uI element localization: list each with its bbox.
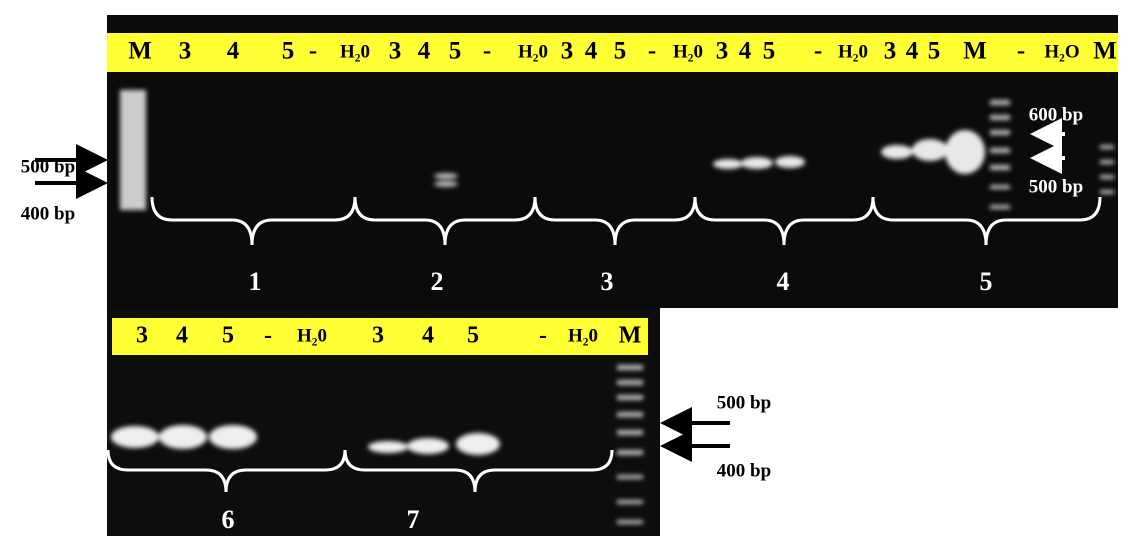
lane-label: 4 <box>422 323 434 349</box>
lane-label: - <box>1017 38 1025 65</box>
group-label: 1 <box>249 267 262 296</box>
lane-label: 5 <box>928 38 941 65</box>
lane-label: - <box>309 38 317 65</box>
lane-label: - <box>539 323 547 349</box>
lane-label: 4 <box>739 38 752 65</box>
lane-label: - <box>483 38 491 65</box>
lane-label: 3 <box>716 38 729 65</box>
lane-label: H₂0 <box>297 325 327 346</box>
lane-label: 5 <box>449 38 462 65</box>
group-label: 6 <box>222 505 235 534</box>
lane-label: 4 <box>176 323 188 349</box>
lane-label: H₂0 <box>838 41 868 62</box>
lane-label: 4 <box>227 38 240 65</box>
lane-label: 5 <box>222 323 234 349</box>
gel-figure: 500 bp 400 bp 600 bp 500 bp 500 bp 400 b… <box>0 0 1128 536</box>
group-label: 7 <box>407 505 420 534</box>
lane-label: - <box>814 38 822 65</box>
marker-label: 600 bp <box>1029 104 1083 125</box>
group-label: 3 <box>601 267 614 296</box>
group-label: 2 <box>431 267 444 296</box>
lane-label: H₂O <box>1044 41 1079 62</box>
lane-label: M <box>963 38 987 65</box>
lane-label: H₂0 <box>568 325 598 346</box>
lane-label: - <box>648 38 656 65</box>
lane-label: 3 <box>561 38 574 65</box>
figure: 500 bp 400 bp 600 bp 500 bp 500 bp 400 b… <box>0 0 1128 536</box>
lane-label: 3 <box>389 38 402 65</box>
lane-label: 5 <box>282 38 295 65</box>
lane-label: 5 <box>763 38 776 65</box>
lane-label: 5 <box>467 323 479 349</box>
lane-label: - <box>264 323 272 349</box>
lane-label: 3 <box>136 323 148 349</box>
lane-label: 3 <box>179 38 192 65</box>
lane-label: 5 <box>614 38 627 65</box>
marker-label: 500 bp <box>717 392 771 413</box>
group-label: 4 <box>777 267 790 296</box>
lane-label: 3 <box>372 323 384 349</box>
marker-label: 500 bp <box>21 156 75 177</box>
marker-label: 400 bp <box>717 460 771 481</box>
marker-label: 500 bp <box>1029 176 1083 197</box>
marker-label: 400 bp <box>21 203 75 224</box>
group-label: 5 <box>980 267 993 296</box>
lane-label: 3 <box>884 38 897 65</box>
lane-label: M <box>1093 38 1117 65</box>
lane-label: H₂0 <box>518 41 548 62</box>
lane-label: H₂0 <box>340 41 370 62</box>
lane-label: H₂0 <box>673 41 703 62</box>
lane-label: 4 <box>585 38 598 65</box>
lane-label: M <box>619 323 642 349</box>
lane-label: M <box>128 38 152 65</box>
lane-label: 4 <box>906 38 919 65</box>
lane-label: 4 <box>418 38 431 65</box>
